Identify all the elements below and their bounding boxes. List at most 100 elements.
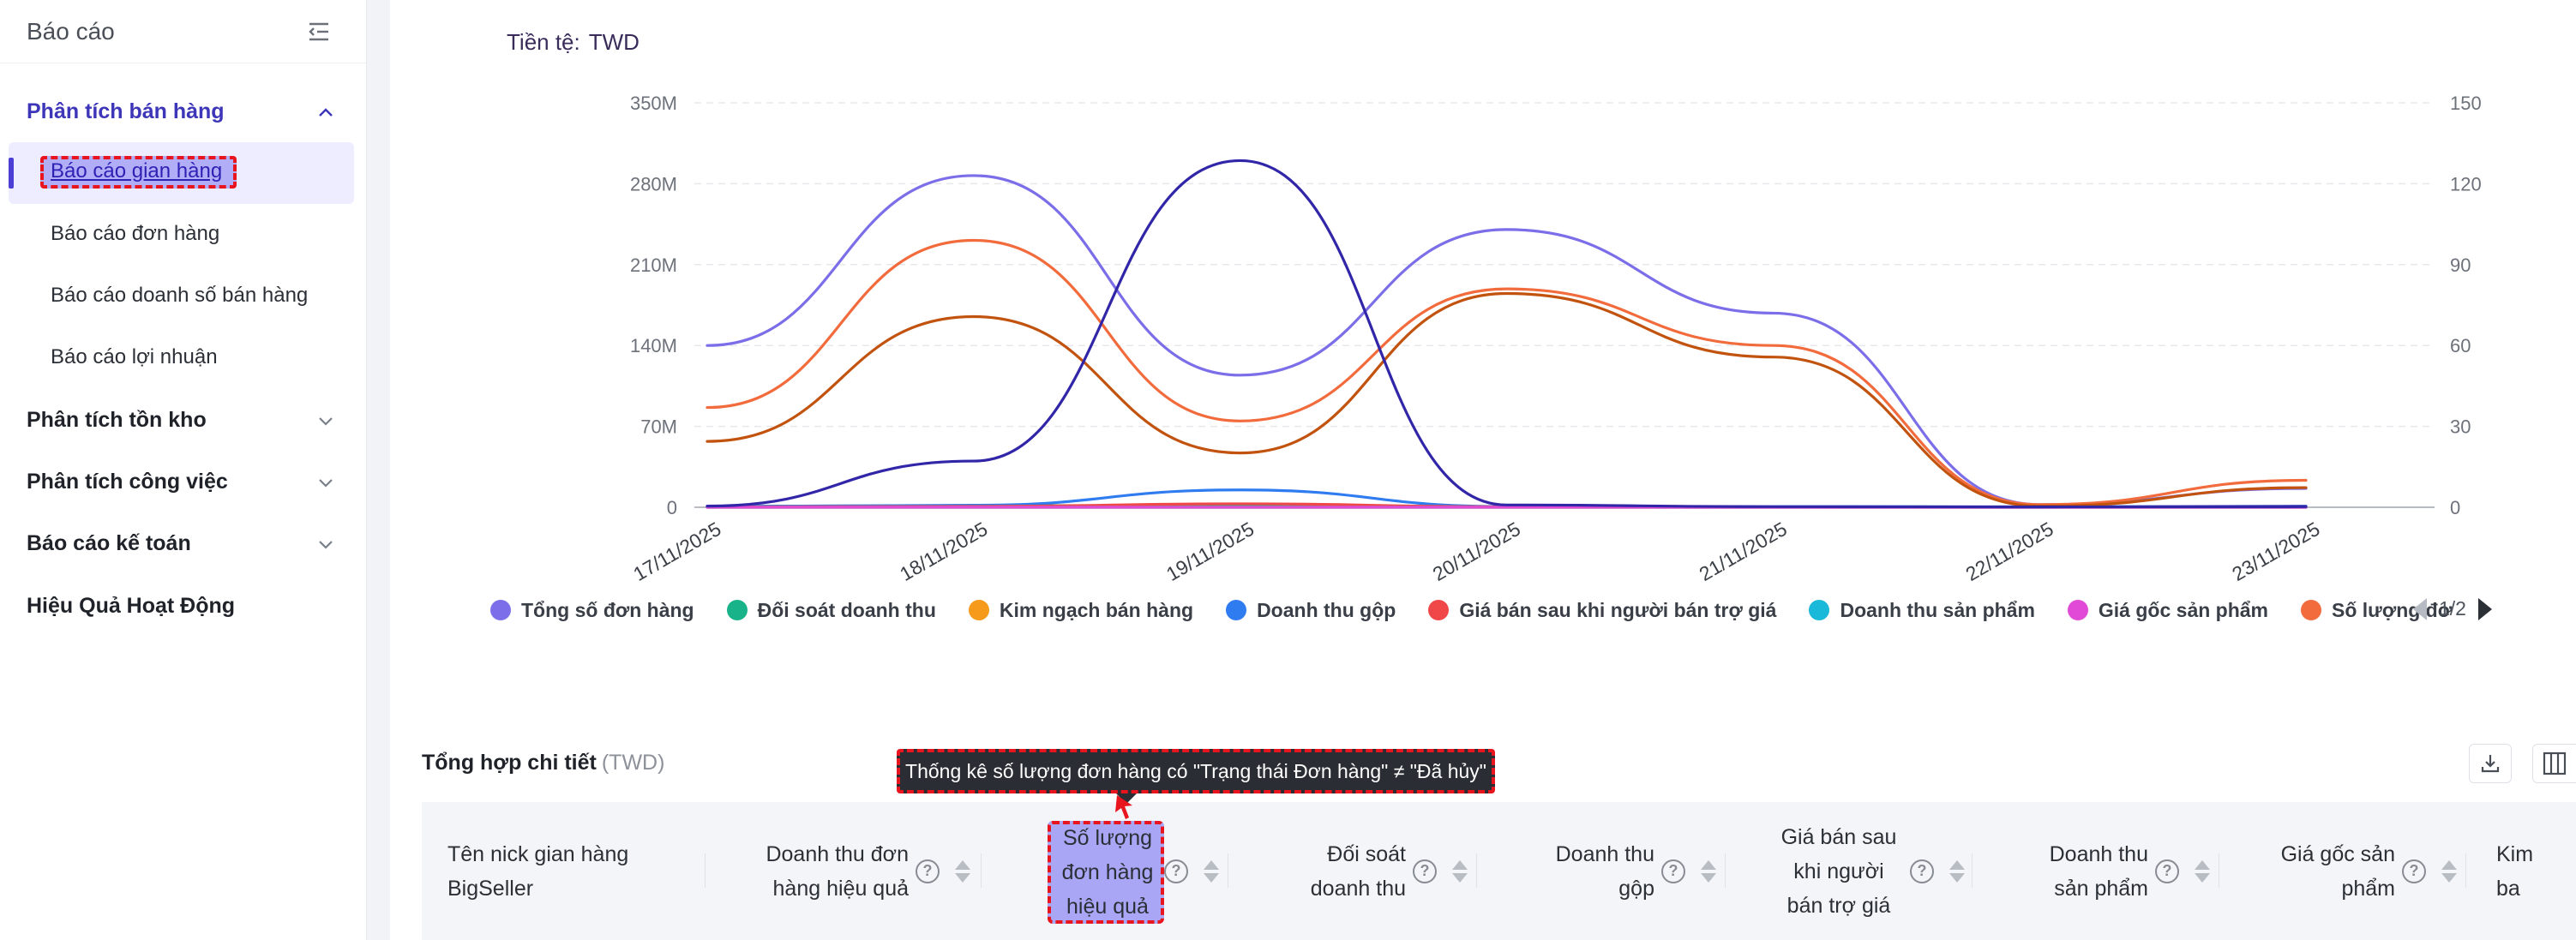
chevron-down-icon: [319, 416, 333, 426]
detail-currency: (TWD): [601, 751, 665, 775]
legend-dot-icon: [968, 600, 989, 620]
x-tick-label: 20/11/2025: [1429, 518, 1524, 583]
sort-icon[interactable]: [1949, 859, 1965, 883]
help-icon[interactable]: ?: [1413, 859, 1437, 883]
section-work-analysis[interactable]: Phân tích công việc: [27, 470, 335, 494]
sidebar: Báo cáo Phân tích bán hàng Báo cáo gian …: [0, 0, 367, 940]
column-tooltip: Thống kê số lượng đơn hàng có "Trạng thá…: [897, 749, 1495, 793]
section-sales-analysis[interactable]: Phân tích bán hàng: [27, 99, 335, 124]
x-tick-label: 17/11/2025: [629, 518, 724, 583]
legend-item[interactable]: Giá gốc sản phẩm: [2067, 598, 2269, 622]
column-divider: [2465, 853, 2466, 888]
y-right-tick-label: 120: [2450, 173, 2482, 195]
legend-item[interactable]: Giá bán sau khi người bán trợ giá: [1428, 599, 1776, 622]
legend-label: Tổng số đơn hàng: [521, 598, 694, 621]
highlight-annotation: [1048, 821, 1164, 924]
table-header: Tên nick gian hàng BigSeller Doanh thu đ…: [422, 802, 2576, 940]
legend-dot-icon: [490, 600, 511, 620]
legend-prev-icon[interactable]: [2413, 597, 2427, 620]
column-product-revenue: Doanh thu sản phẩm ?: [1979, 802, 2210, 940]
section-operational-efficiency[interactable]: Hiệu Quả Hoạt Động: [27, 594, 335, 619]
currency-indicator: Tiền tệ: TWD: [507, 29, 639, 56]
sidebar-item-profit-report[interactable]: Báo cáo lợi nhuận: [51, 345, 218, 368]
columns-settings-button[interactable]: [2532, 744, 2576, 783]
legend-item[interactable]: Doanh thu sản phẩm: [1809, 598, 2035, 622]
legend-dot-icon: [1428, 600, 1450, 620]
legend-item[interactable]: Tổng số đơn hàng: [490, 599, 694, 622]
column-revenue-reconciliation: Đối soát doanh thu ?: [1236, 802, 1468, 940]
cursor-arrow-icon: [1115, 795, 1132, 819]
highlight-annotation: [40, 156, 237, 189]
column-product-cost: Giá gốc sản phẩm ?: [2225, 802, 2457, 940]
sort-icon[interactable]: [2195, 859, 2210, 883]
sidebar-item-sales-revenue-report[interactable]: Báo cáo doanh số bán hàng: [51, 284, 309, 307]
sidebar-header: Báo cáo: [0, 0, 366, 63]
y-right-tick-label: 30: [2450, 416, 2471, 438]
legend-dot-icon: [726, 600, 748, 620]
help-icon[interactable]: ?: [1164, 859, 1188, 883]
section-label: Phân tích tồn kho: [27, 408, 207, 432]
legend-page: 1/2: [2439, 597, 2466, 620]
section-label: Hiệu Quả Hoạt Động: [27, 594, 236, 618]
series-line: [706, 159, 2308, 509]
x-tick-label: 23/11/2025: [2228, 518, 2323, 583]
legend-dot-icon: [1809, 600, 1830, 620]
chevron-down-icon: [319, 540, 333, 549]
currency-value: TWD: [588, 29, 639, 55]
column-divider: [1476, 853, 1477, 888]
legend-dot-icon: [1226, 600, 1247, 620]
legend-item[interactable]: Đối soát doanh thu: [726, 598, 936, 622]
section-label: Phân tích công việc: [27, 470, 228, 494]
legend-item[interactable]: Doanh thu gộp: [1226, 599, 1396, 622]
section-accounting-report[interactable]: Báo cáo kế toán: [27, 531, 335, 556]
series-line: [706, 291, 2308, 508]
legend-next-icon[interactable]: [2477, 597, 2492, 620]
legend-item[interactable]: Số lượng đơ: [2301, 599, 2452, 622]
y-right-tick-label: 150: [2450, 93, 2482, 114]
y-left-tick-label: 280M: [630, 173, 677, 195]
legend-dot-icon: [2067, 600, 2088, 620]
y-right-tick-label: 60: [2450, 335, 2471, 356]
sort-icon[interactable]: [1204, 859, 1219, 883]
y-left-tick-label: 210M: [630, 254, 677, 276]
sidebar-title: Báo cáo: [27, 17, 115, 45]
legend-dot-icon: [2301, 600, 2322, 620]
y-left-tick-label: 70M: [640, 416, 677, 438]
legend-label: Doanh thu sản phẩm: [1840, 598, 2035, 621]
column-price-after-subsidy: Giá bán sau khi người bán trợ giá ?: [1733, 802, 1965, 940]
chevron-down-icon: [319, 478, 333, 488]
sort-icon[interactable]: [2441, 859, 2457, 883]
sidebar-item-order-report[interactable]: Báo cáo đơn hàng: [51, 222, 220, 245]
legend-label: Đối soát doanh thu: [757, 598, 936, 621]
highlighted-column-label[interactable]: Số lượng đơn hàng hiệu quả: [1061, 826, 1154, 919]
section-label: Báo cáo kế toán: [27, 531, 191, 555]
column-store-nickname: Tên nick gian hàng BigSeller: [447, 841, 629, 901]
currency-label: Tiền tệ:: [507, 29, 580, 55]
chart-legend: Tổng số đơn hàng Đối soát doanh thu Kim ng…: [490, 595, 2484, 626]
column-sales-turnover: Kim ba: [2496, 841, 2534, 901]
help-icon[interactable]: ?: [2402, 859, 2426, 883]
legend-label: Số lượng đơ: [2332, 598, 2453, 621]
sidebar-item-label[interactable]: Báo cáo gian hàng: [51, 159, 223, 183]
download-button[interactable]: [2469, 744, 2512, 783]
y-left-tick-label: 0: [667, 497, 677, 518]
series-line: [706, 174, 2308, 506]
detail-title: Tổng hợp chi tiết: [422, 751, 597, 775]
legend-label: Kim ngạch bán hàng: [999, 598, 1194, 621]
help-icon[interactable]: ?: [2155, 859, 2179, 883]
sort-icon[interactable]: [1452, 859, 1468, 883]
collapse-menu-icon[interactable]: [306, 19, 332, 45]
legend-label: Giá gốc sản phẩm: [2098, 598, 2269, 621]
sort-icon[interactable]: [955, 859, 970, 883]
download-icon: [2481, 755, 2500, 773]
x-tick-label: 22/11/2025: [1961, 518, 2057, 583]
help-icon[interactable]: ?: [916, 859, 940, 883]
legend-pager: 1/2: [2413, 597, 2492, 620]
column-gross-revenue: Doanh thu gộp ?: [1485, 802, 1716, 940]
help-icon[interactable]: ?: [1910, 859, 1934, 883]
section-inventory-analysis[interactable]: Phân tích tồn kho: [27, 408, 335, 433]
legend-item[interactable]: Kim ngạch bán hàng: [968, 598, 1194, 622]
sort-icon[interactable]: [1701, 859, 1716, 883]
help-icon[interactable]: ?: [1661, 859, 1685, 883]
